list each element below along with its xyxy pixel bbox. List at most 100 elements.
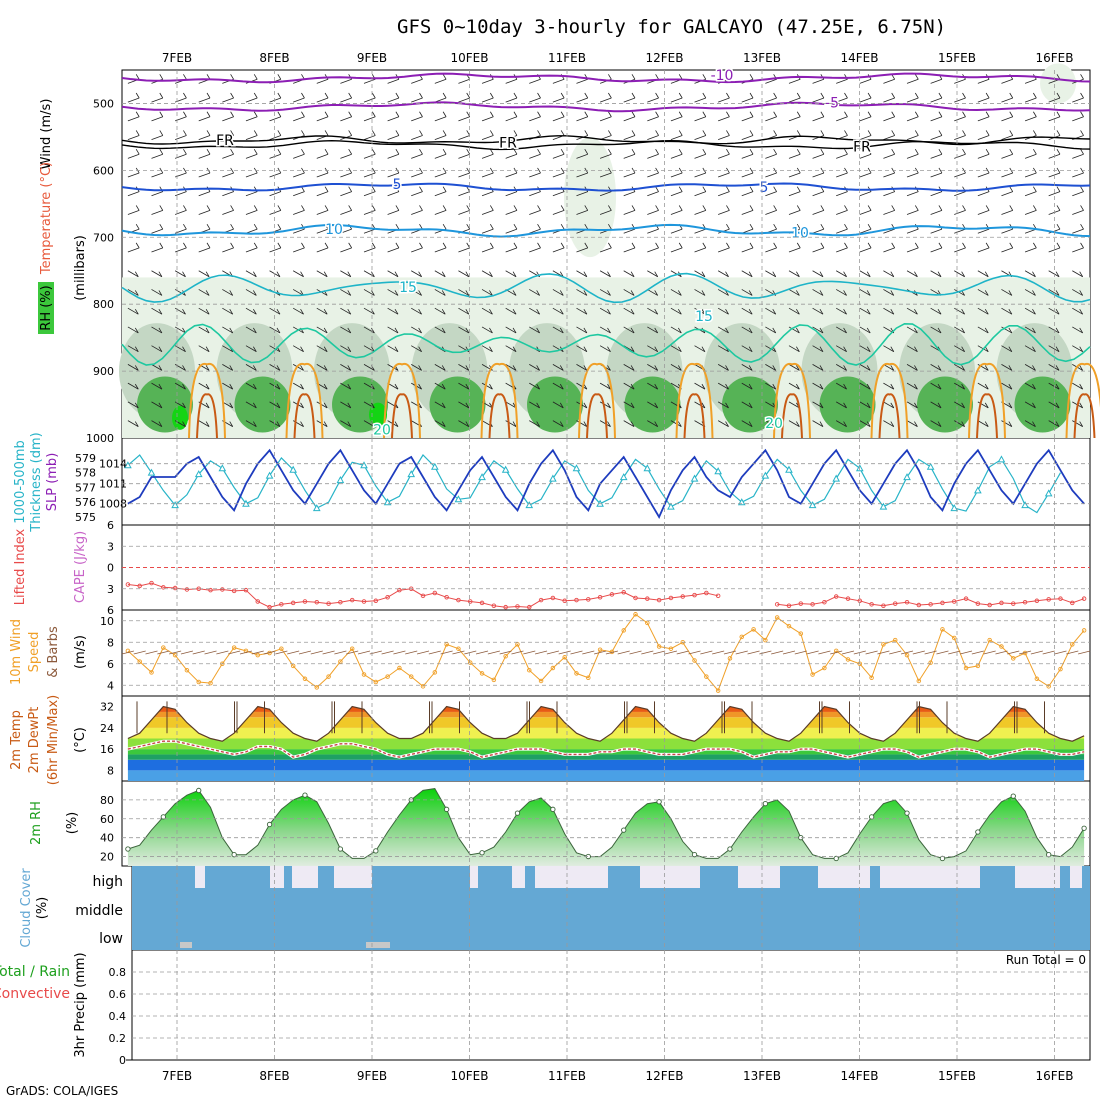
contour-label: 15 xyxy=(399,280,417,296)
wind-barb xyxy=(859,153,872,159)
wind-barb xyxy=(788,345,800,353)
thickness-point xyxy=(785,465,793,473)
wind-barb xyxy=(599,289,611,296)
wind-barb xyxy=(1024,289,1036,296)
wind-barb-flag xyxy=(1009,242,1014,249)
rh-point xyxy=(160,814,166,820)
wind-barb-flag xyxy=(773,223,777,230)
wind-barb-flag xyxy=(277,111,282,117)
wind-barb xyxy=(835,401,847,409)
li-point xyxy=(420,593,426,599)
wind-barb xyxy=(1048,382,1060,390)
wind-barb-10m xyxy=(794,650,807,655)
wind-barb xyxy=(151,228,163,234)
li-point xyxy=(302,599,308,604)
li-point xyxy=(1058,596,1063,601)
wind-barb-flag xyxy=(253,421,257,427)
wind-barb xyxy=(670,135,683,140)
wind-barb-flag xyxy=(348,130,353,136)
wind-tick: 8 xyxy=(107,636,114,649)
wind-barb xyxy=(505,247,518,253)
wind-barb-flag xyxy=(1032,271,1036,277)
wind-barb-flag xyxy=(158,327,163,334)
wind-barb-flag xyxy=(630,346,635,352)
wind-barb-flag xyxy=(418,346,422,352)
contour-label: 20 xyxy=(373,423,391,439)
wind-barb xyxy=(883,401,895,409)
wind-barb xyxy=(647,116,659,122)
wind-barb-flag xyxy=(984,402,989,409)
wind-barb-flag xyxy=(559,308,564,315)
wind-barb-flag xyxy=(158,402,163,409)
wind-barb xyxy=(599,172,612,178)
wind-barb xyxy=(576,247,588,253)
wind-barb xyxy=(977,153,990,159)
wind-barb-flag xyxy=(607,308,611,315)
wind-barb xyxy=(127,307,139,315)
wind-barb xyxy=(222,191,234,197)
li-point xyxy=(786,603,792,609)
wind-barb-flag xyxy=(678,149,683,155)
wind-barb-flag xyxy=(253,365,257,371)
wind-barb xyxy=(269,210,281,215)
li-point xyxy=(444,595,449,600)
wind-barb xyxy=(434,420,446,427)
wind-barb xyxy=(458,401,470,409)
wind-barb xyxy=(127,382,139,390)
wind-barb-flag xyxy=(489,327,493,334)
wind-speed-point xyxy=(798,631,804,636)
wind-barb-flag xyxy=(749,205,754,211)
thickness-point xyxy=(761,471,770,479)
pressure-tick: 1000 xyxy=(86,432,114,445)
li-point xyxy=(125,582,131,587)
wind-barb-10m xyxy=(723,650,737,655)
wind-barb-10m xyxy=(912,650,925,655)
wind-barb-flag xyxy=(489,92,494,99)
wind-barb-flag xyxy=(702,92,707,99)
wind-barb xyxy=(198,97,211,103)
thickness-point xyxy=(336,476,345,484)
wind-barb-flag xyxy=(890,271,895,277)
wind-barb-flag xyxy=(560,167,565,174)
wind-barb-flag xyxy=(135,205,140,211)
wind-barb-flag xyxy=(1009,205,1014,211)
wind-barb xyxy=(930,364,942,371)
wind-barb-flag xyxy=(513,149,518,155)
wind-barb xyxy=(174,326,186,334)
wind-barb xyxy=(835,289,847,296)
wind-barb-flag xyxy=(937,383,942,390)
wind-barb-flag xyxy=(749,74,754,80)
wind-barb xyxy=(151,289,163,296)
rh-point xyxy=(196,787,202,794)
wind-barb xyxy=(812,153,824,159)
wind-speed-point xyxy=(940,627,945,632)
wind-barb-flag xyxy=(1079,421,1084,427)
wind-barb-flag xyxy=(418,271,422,277)
thickness-point xyxy=(997,455,1006,463)
label-6hr-minmax: (6hr Min/Max) xyxy=(46,695,61,785)
wind-barb xyxy=(198,210,211,215)
wind-barb xyxy=(1001,116,1013,122)
wind-barb-flag xyxy=(276,383,281,390)
wind-barb-flag xyxy=(537,111,541,117)
wind-barb xyxy=(505,420,517,427)
wind-barb xyxy=(1024,307,1036,315)
wind-barb-flag xyxy=(726,186,730,192)
wind-barb-flag xyxy=(701,271,706,277)
wind-barb xyxy=(647,97,659,103)
wind-barb-flag xyxy=(442,186,447,192)
wind-barb-10m xyxy=(877,650,890,655)
wind-barb-flag xyxy=(820,130,825,136)
wind-barb-flag xyxy=(301,242,305,249)
wind-barb xyxy=(481,97,494,103)
wind-barb xyxy=(198,247,211,253)
wind-barb-flag xyxy=(796,186,801,192)
wind-barb xyxy=(269,172,281,178)
cloud-labels: Cloud Cover (%) high middle low xyxy=(19,868,123,948)
li-point xyxy=(621,590,626,595)
wind-barb-flag xyxy=(655,242,659,249)
wind-barb xyxy=(788,97,801,103)
wind-barb xyxy=(505,116,518,122)
wind-barb-flag xyxy=(465,308,470,315)
